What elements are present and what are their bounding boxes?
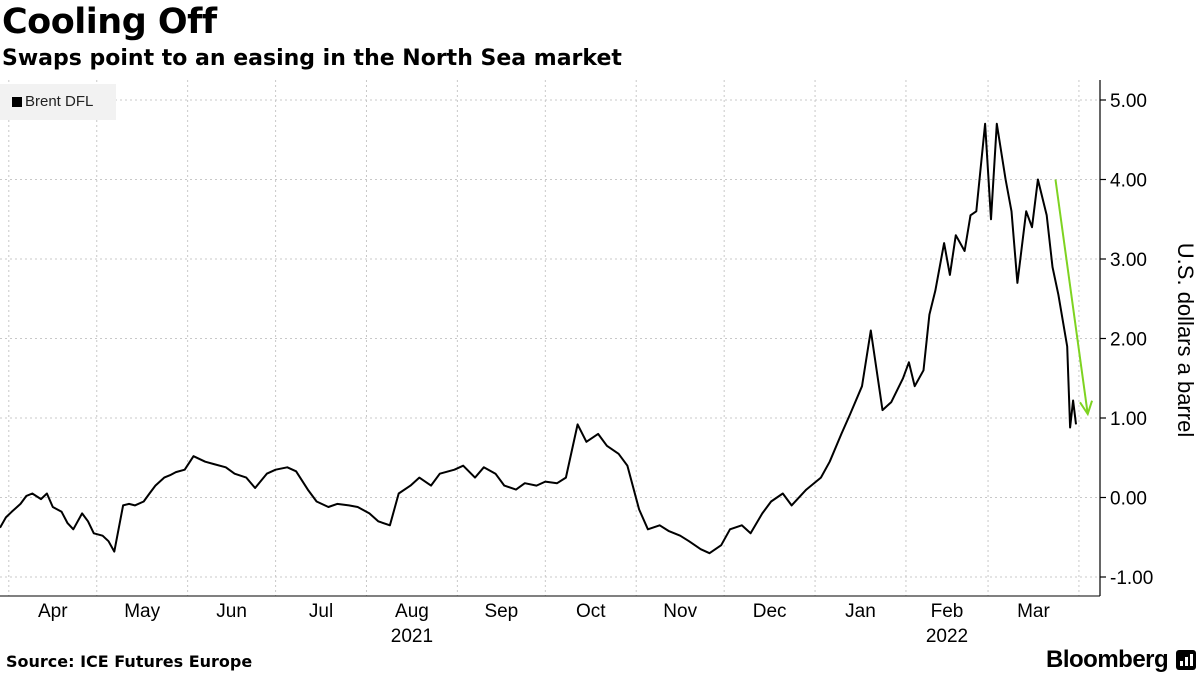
x-tick-label: May [124,601,160,622]
x-tick-label: Dec [753,601,787,622]
y-tick-label: 0.00 [1110,489,1147,510]
legend-swatch-brent-dfl [12,97,22,107]
y-tick-label: 1.00 [1110,409,1147,430]
annotations [1054,179,1093,417]
source-note: Source: ICE Futures Europe [6,652,253,671]
trend-arrow-head [1079,400,1093,417]
chart-subtitle: Swaps point to an easing in the North Se… [2,46,622,71]
x-year-label: 2022 [926,626,968,647]
x-tick-label: Jul [309,601,333,622]
gridlines [0,80,1100,596]
x-tick-label: Apr [38,601,68,622]
chart-title: Cooling Off [2,2,217,42]
x-tick-label: Sep [484,601,518,622]
x-year-label: 2021 [391,626,433,647]
legend: Brent DFL [0,84,116,120]
bloomberg-logo: Bloomberg [1046,646,1169,673]
series-line-brent-dfl [0,122,1077,555]
legend-label-brent-dfl: Brent DFL [25,93,94,110]
y-tick-label: 3.00 [1110,250,1147,271]
x-tick-label: Aug [395,601,429,622]
x-tick-label: Nov [663,601,697,622]
y-tick-label: 4.00 [1110,171,1147,192]
y-tick-label: 5.00 [1110,91,1147,112]
x-tick-label: Mar [1017,601,1050,622]
trend-arrow [1054,179,1089,415]
x-tick-label: Jan [845,601,876,622]
y-axis-title: U.S. dollars a barrel [1173,243,1198,437]
x-tick-label: Feb [931,601,964,622]
axes: 5.00 4.00 3.00 2.00 1.00 0.00 -1.00 U.S. dollar… [0,80,1198,647]
series-layer [0,122,1077,555]
x-tick-label: Oct [576,601,606,622]
y-tick-label: 2.00 [1110,330,1147,351]
bloomberg-terminal-icon [1176,650,1196,670]
y-tick-label: -1.00 [1110,568,1153,589]
x-tick-label: Jun [216,601,247,622]
